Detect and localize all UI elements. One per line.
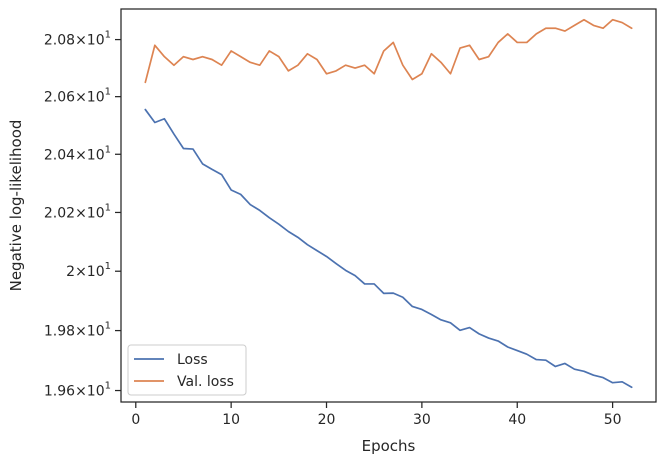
y-tick-mantissa: 2.04	[44, 147, 75, 163]
x-tick-label: 40	[508, 412, 526, 428]
y-axis-label: Negative log-likelihood	[7, 120, 25, 292]
y-tick-times: ×	[75, 147, 87, 163]
y-tick-base: 10	[87, 264, 105, 280]
y-tick-exponent: 1	[105, 144, 111, 155]
y-tick-label: 1.96×101	[44, 381, 111, 400]
y-tick-label: 2×101	[66, 261, 111, 280]
x-tick-label: 30	[413, 412, 431, 428]
y-tick-label: 2.02×101	[44, 202, 111, 221]
legend-label: Val. loss	[177, 374, 234, 390]
x-tick-label: 0	[131, 412, 140, 428]
y-tick-times: ×	[75, 33, 87, 49]
y-tick-exponent: 1	[105, 321, 111, 332]
series-line-1	[144, 18, 633, 84]
x-tick-label: 50	[604, 412, 622, 428]
x-axis-label: Epochs	[362, 437, 416, 455]
y-tick-exponent: 1	[105, 87, 111, 98]
y-tick-base: 10	[87, 33, 105, 49]
y-tick-exponent: 1	[105, 381, 111, 392]
y-tick-label: 2.06×101	[44, 87, 111, 106]
y-tick-label: 1.98×101	[44, 321, 111, 340]
y-tick-times: ×	[75, 324, 87, 340]
y-tick-mantissa: 2	[66, 264, 75, 280]
y-tick-exponent: 1	[105, 30, 111, 41]
y-tick-exponent: 1	[105, 202, 111, 213]
y-tick-base: 10	[87, 205, 105, 221]
x-tick-label: 10	[222, 412, 240, 428]
y-axis: 1.96×1011.98×1012×1012.02×1012.04×1012.0…	[44, 30, 121, 400]
plot-lines	[144, 18, 633, 389]
y-tick-base: 10	[87, 324, 105, 340]
plot-frame	[120, 8, 657, 403]
y-tick-base: 10	[87, 90, 105, 106]
y-tick-label: 2.08×101	[44, 30, 111, 49]
y-tick-label: 2.04×101	[44, 144, 111, 163]
y-tick-base: 10	[87, 147, 105, 163]
y-tick-mantissa: 2.02	[44, 205, 75, 221]
legend: Loss Val. loss	[127, 344, 247, 396]
y-tick-times: ×	[75, 264, 87, 280]
y-tick-base: 10	[87, 384, 105, 400]
y-tick-mantissa: 2.08	[44, 33, 75, 49]
y-tick-mantissa: 1.96	[44, 384, 75, 400]
legend-label: Loss	[177, 352, 208, 368]
series-line-0	[144, 108, 633, 389]
x-axis: 0 10 20 30 40 50	[131, 402, 622, 428]
y-tick-exponent: 1	[105, 261, 111, 272]
y-tick-mantissa: 2.06	[44, 90, 75, 106]
legend-box	[127, 344, 247, 396]
y-tick-mantissa: 1.98	[44, 324, 75, 340]
y-tick-times: ×	[75, 384, 87, 400]
y-tick-times: ×	[75, 205, 87, 221]
y-tick-times: ×	[75, 90, 87, 106]
x-tick-label: 20	[318, 412, 336, 428]
